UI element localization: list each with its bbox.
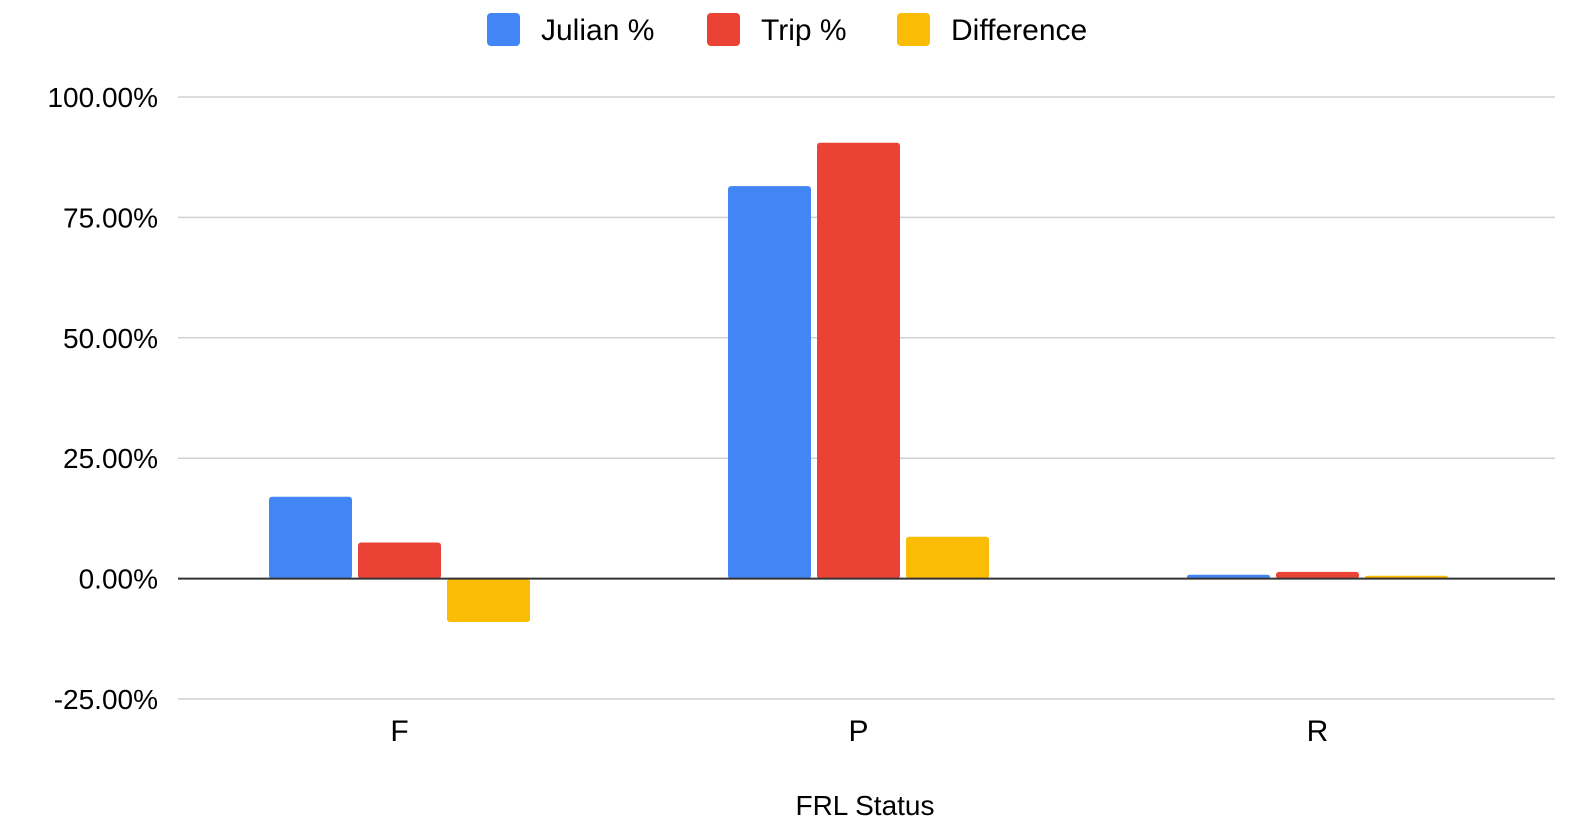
x-tick-label: P xyxy=(848,715,868,748)
legend-swatch xyxy=(707,13,740,46)
y-tick-label: 100.00% xyxy=(47,82,158,113)
bar xyxy=(728,186,811,579)
bar xyxy=(906,536,989,579)
x-tick-label: F xyxy=(390,715,408,748)
bar xyxy=(447,578,530,622)
bar xyxy=(269,496,352,579)
y-tick-label: 25.00% xyxy=(63,443,158,474)
y-tick-label: 75.00% xyxy=(63,202,158,233)
bar xyxy=(358,542,441,579)
bars xyxy=(269,142,1448,622)
legend-swatch xyxy=(897,13,930,46)
y-tick-label: 50.00% xyxy=(63,323,158,354)
y-tick-label: 0.00% xyxy=(79,564,158,595)
legend-label: Julian % xyxy=(541,14,654,47)
x-axis-title: FRL Status xyxy=(795,790,934,821)
bar xyxy=(1276,571,1359,579)
x-tick-label: R xyxy=(1307,715,1329,748)
y-tick-label: -25.00% xyxy=(54,684,158,715)
bar xyxy=(817,142,900,579)
legend-label: Difference xyxy=(951,14,1087,47)
legend: Julian % Trip % Difference xyxy=(487,13,1087,47)
legend-swatch xyxy=(487,13,520,46)
y-axis-tick-labels: -25.00% 0.00% 25.00% 50.00% 75.00% 100.00% xyxy=(47,82,158,715)
legend-label: Trip % xyxy=(761,14,847,47)
